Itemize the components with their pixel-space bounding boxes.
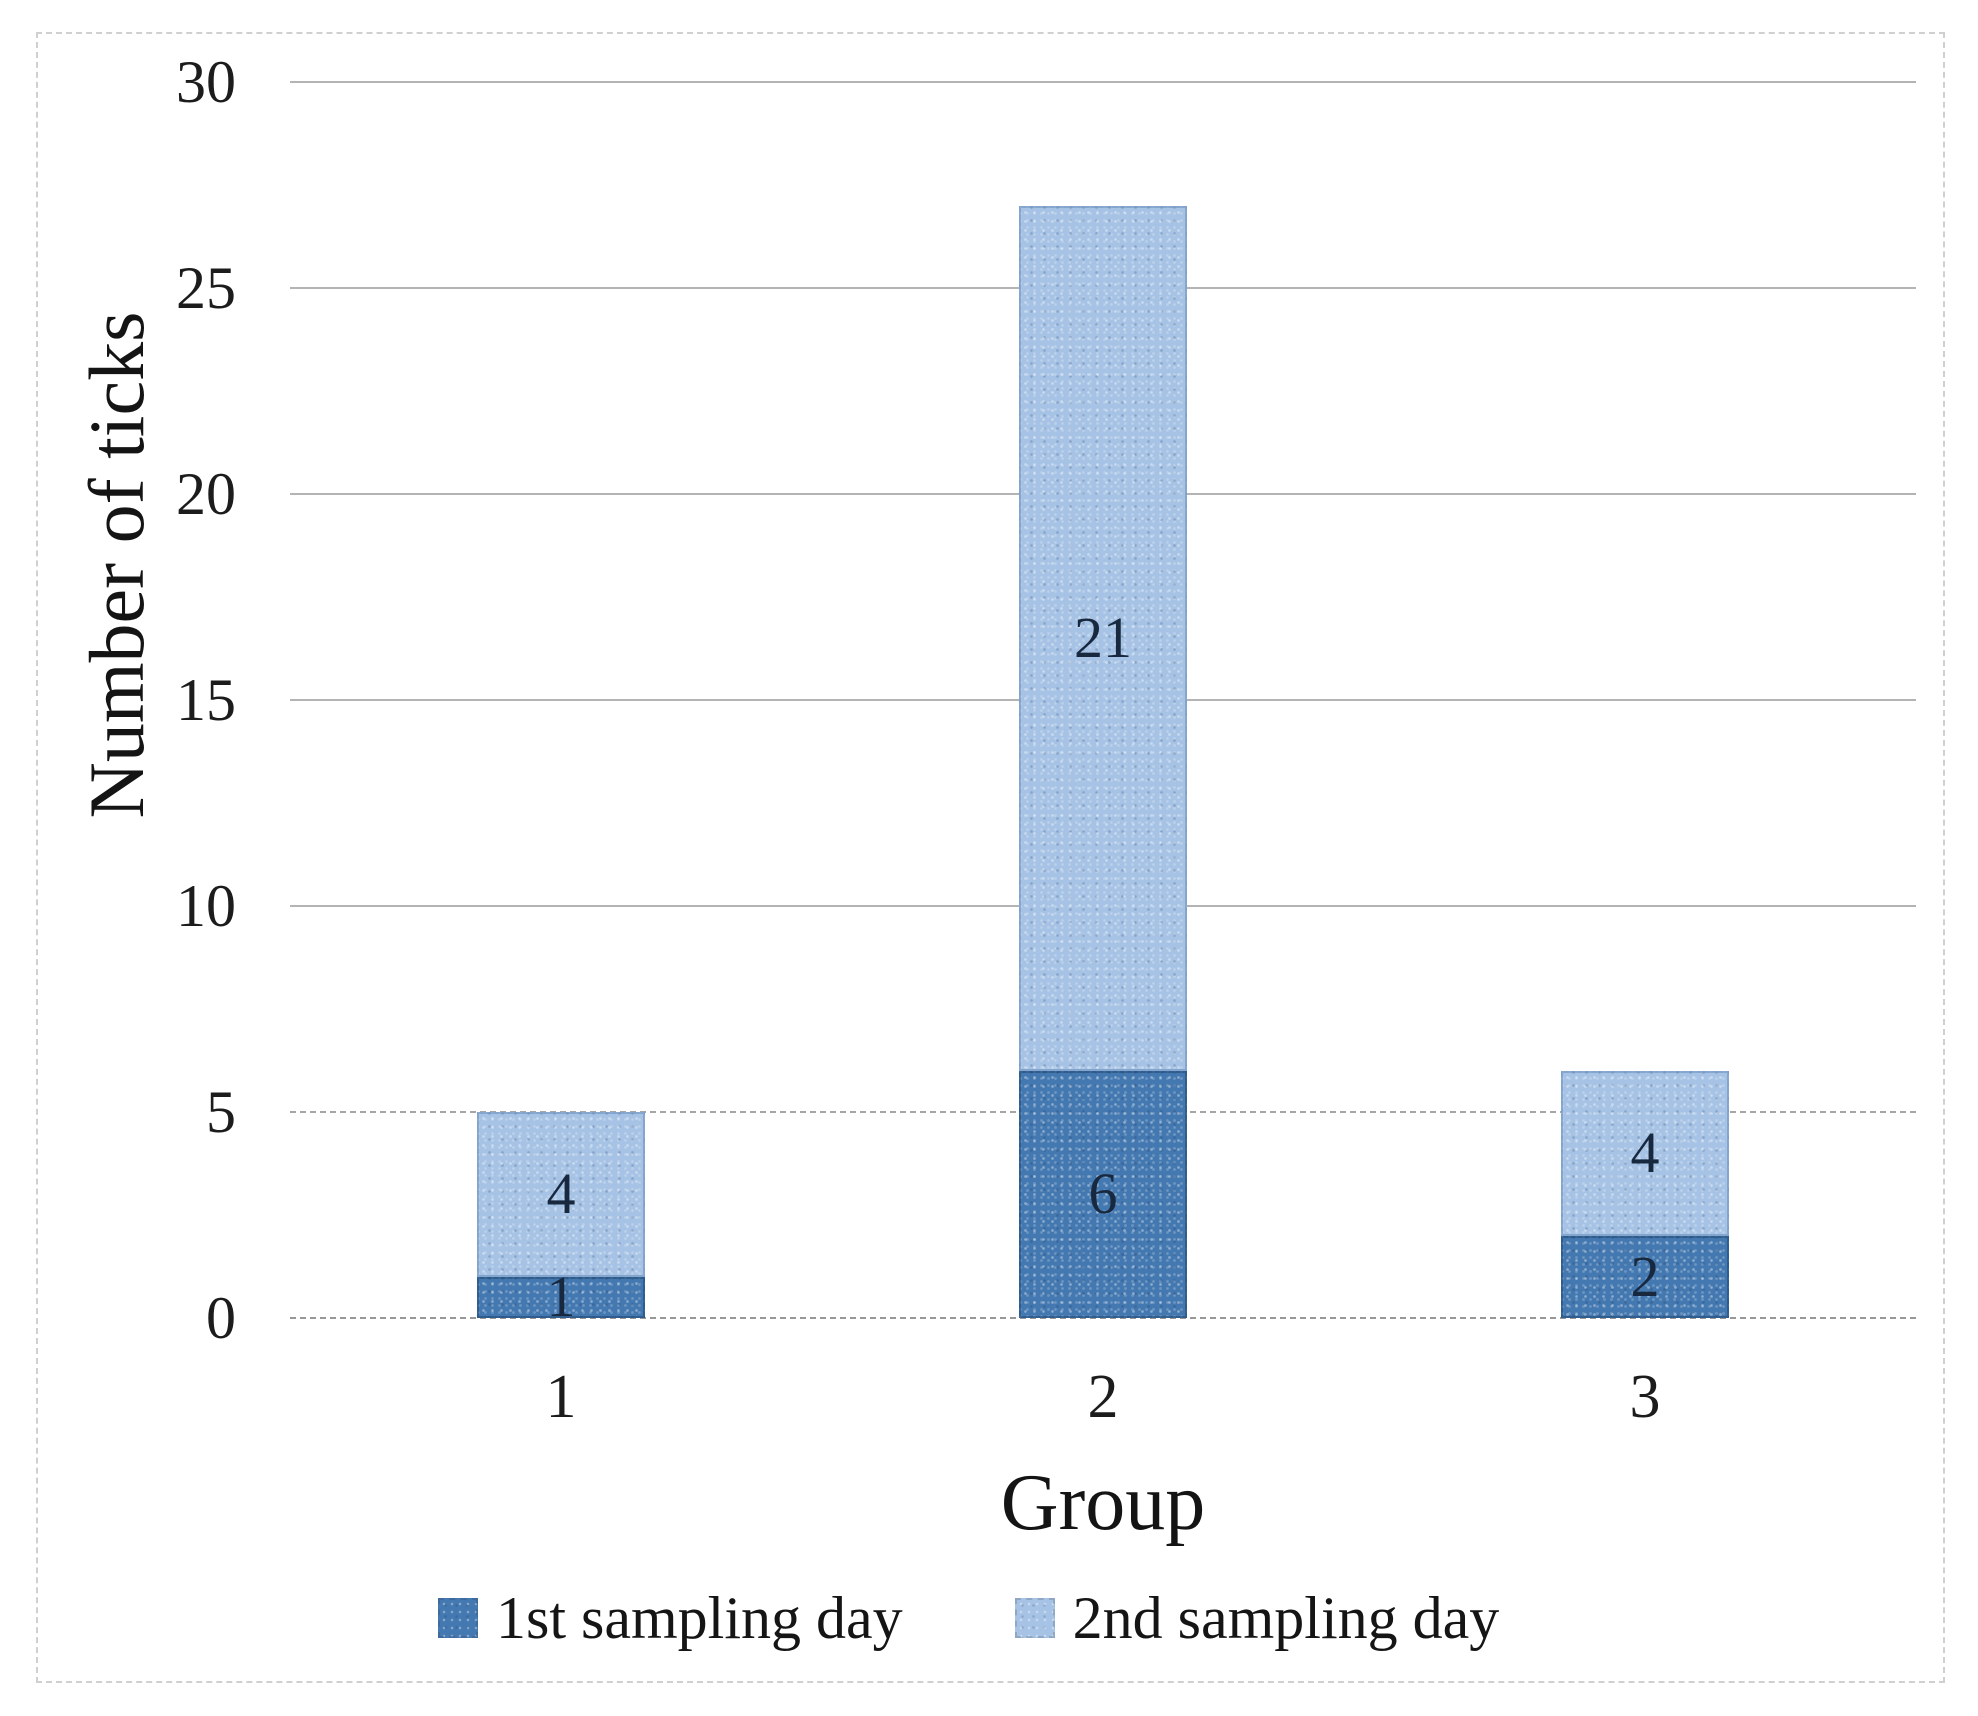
x-axis-title: Group bbox=[1000, 1459, 1206, 1547]
x-tick-label-2: 2 bbox=[1087, 1363, 1119, 1431]
bar-group2-segment-2: 21 bbox=[1019, 205, 1187, 1071]
gridline-30 bbox=[290, 81, 1916, 83]
legend: 1st sampling day 2nd sampling day bbox=[438, 1586, 1499, 1650]
legend-swatch-icon bbox=[1014, 1598, 1055, 1638]
legend-label: 1st sampling day bbox=[496, 1585, 903, 1651]
bar-group1-segment-2: 4 bbox=[477, 1112, 645, 1277]
legend-item-1: 1st sampling day bbox=[438, 1586, 903, 1650]
x-tick-label-1: 1 bbox=[545, 1363, 577, 1431]
y-tick-label-20: 20 bbox=[176, 461, 236, 527]
y-tick-label-15: 15 bbox=[176, 667, 236, 733]
y-tick-label-0: 0 bbox=[206, 1285, 236, 1351]
y-tick-label-10: 10 bbox=[176, 873, 236, 939]
gridline-0 bbox=[290, 1317, 1916, 1319]
bar-group3-segment-2: 4 bbox=[1561, 1070, 1729, 1236]
y-tick-label-25: 25 bbox=[176, 255, 236, 321]
bar-value-label: 6 bbox=[1088, 1161, 1118, 1227]
legend-item-2: 2nd sampling day bbox=[1014, 1585, 1500, 1651]
bar-value-label: 1 bbox=[546, 1264, 576, 1330]
y-axis-title: Number of ticks bbox=[73, 311, 160, 819]
bar-value-label: 21 bbox=[1074, 605, 1132, 671]
x-tick-label-3: 3 bbox=[1629, 1363, 1661, 1431]
plot-area: 1 4 6 21 2 4 bbox=[290, 81, 1916, 1326]
bar-group1-segment-1: 1 bbox=[477, 1268, 645, 1326]
bar-group3-segment-1: 2 bbox=[1561, 1235, 1729, 1318]
legend-label: 2nd sampling day bbox=[1072, 1585, 1500, 1651]
y-tick-label-30: 30 bbox=[176, 49, 236, 115]
legend-swatch-icon bbox=[438, 1598, 478, 1638]
bar-value-label: 4 bbox=[1630, 1120, 1660, 1186]
y-tick-label-5: 5 bbox=[206, 1079, 236, 1145]
bar-group2-segment-1: 6 bbox=[1019, 1070, 1187, 1318]
bar-value-label: 2 bbox=[1630, 1243, 1660, 1309]
bar-value-label: 4 bbox=[546, 1161, 576, 1227]
